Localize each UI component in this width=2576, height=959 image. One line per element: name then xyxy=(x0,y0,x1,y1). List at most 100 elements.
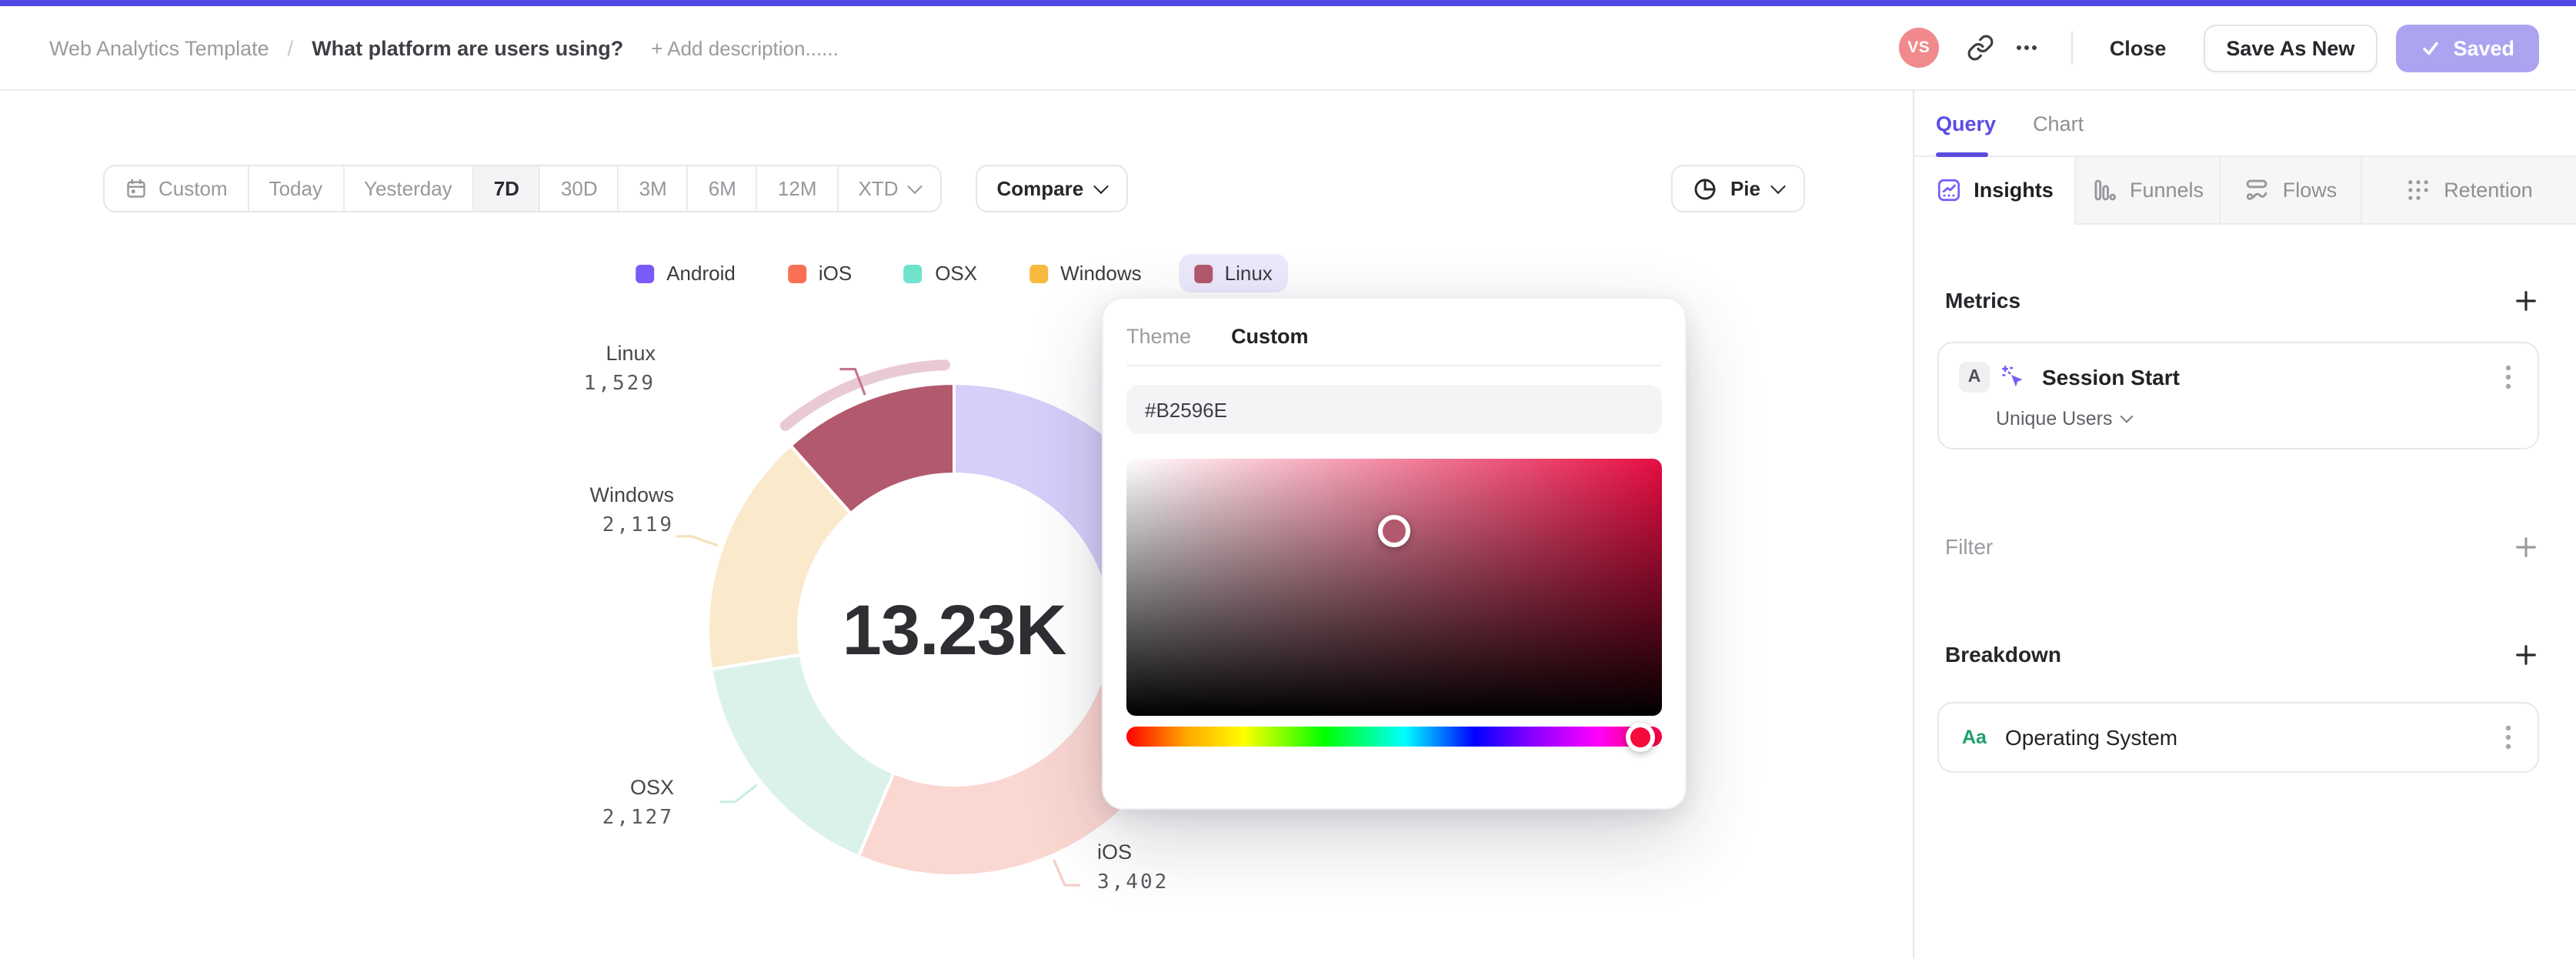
breadcrumb-separator: / xyxy=(287,36,294,59)
link-icon[interactable] xyxy=(1957,25,2004,71)
legend-item-android[interactable]: Android xyxy=(620,254,751,292)
date-range-6m[interactable]: 6M xyxy=(686,166,756,211)
insights-icon xyxy=(1935,177,1961,203)
pie-slice-osx[interactable] xyxy=(709,653,896,859)
header-actions: VS Close Save As New Saved xyxy=(1898,24,2539,72)
chevron-down-icon xyxy=(1770,179,1786,195)
pie-callout-osx: OSX 2,127 xyxy=(602,777,674,827)
saved-button[interactable]: Saved xyxy=(2396,24,2539,72)
pie-callout-ios: iOS 3,402 xyxy=(1097,842,1169,892)
tab-query[interactable]: Query xyxy=(1936,112,1997,135)
tab-insights[interactable]: Insights xyxy=(1914,157,2074,225)
date-range-xtd[interactable]: XTD xyxy=(836,166,940,211)
aggregation-label: Unique Users xyxy=(1996,408,2113,429)
hue-slider[interactable] xyxy=(1126,722,1662,751)
flows-icon xyxy=(2244,177,2271,203)
callout-value: 2,127 xyxy=(602,806,674,829)
callout-name: Windows xyxy=(589,483,674,506)
tab-theme[interactable]: Theme xyxy=(1126,325,1192,348)
legend-swatch xyxy=(904,264,923,282)
tab-retention[interactable]: Retention xyxy=(2361,157,2576,225)
color-picker-popup: Theme Custom xyxy=(1102,297,1687,810)
metric-card[interactable]: A Session Start Uni xyxy=(1937,342,2539,449)
date-range-yesterday[interactable]: Yesterday xyxy=(342,166,472,211)
query-builder: Metrics A Session St xyxy=(1914,225,2576,773)
close-button[interactable]: Close xyxy=(2094,24,2182,72)
chart-legend: Android iOS OSX Windows Linux xyxy=(620,254,1288,292)
funnels-icon xyxy=(2091,177,2117,203)
chart-canvas: Custom Today Yesterday 7D 30D 3M 6M 12M XTD Comp… xyxy=(0,91,1913,959)
callout-leader-osx xyxy=(719,784,758,804)
date-range-today[interactable]: Today xyxy=(247,166,342,211)
legend-swatch xyxy=(1193,264,1213,282)
callout-leader-ios xyxy=(1053,859,1080,887)
callout-value: 1,529 xyxy=(583,372,656,395)
breadcrumb: Web Analytics Template / What platform a… xyxy=(49,36,839,59)
legend-item-ios[interactable]: iOS xyxy=(772,254,867,292)
saturation-handle[interactable] xyxy=(1378,514,1410,547)
breakdown-label: Operating System xyxy=(2005,725,2178,750)
aggregation-dropdown[interactable]: Unique Users xyxy=(1996,408,2522,429)
breadcrumb-root[interactable]: Web Analytics Template xyxy=(49,36,269,59)
chart-type-label: Pie xyxy=(1730,177,1760,200)
date-range-12m[interactable]: 12M xyxy=(756,166,837,211)
breakdown-card[interactable]: Aa Operating System xyxy=(1937,702,2539,773)
callout-value: 3,402 xyxy=(1097,870,1170,894)
chevron-down-icon xyxy=(1093,179,1109,195)
compare-button[interactable]: Compare xyxy=(975,165,1129,212)
tab-chart[interactable]: Chart xyxy=(2033,112,2084,135)
add-filter-button[interactable] xyxy=(2511,533,2539,560)
filter-section-header: Filter xyxy=(1945,533,2539,560)
pie-chart-icon xyxy=(1695,178,1717,199)
page-title[interactable]: What platform are users using? xyxy=(312,36,624,59)
legend-swatch xyxy=(787,264,806,282)
hue-handle[interactable] xyxy=(1626,722,1656,751)
hex-color-input[interactable] xyxy=(1126,385,1662,434)
legend-swatch xyxy=(636,264,655,282)
legend-item-linux[interactable]: Linux xyxy=(1178,254,1288,292)
callout-leader-linux xyxy=(839,367,866,396)
add-description-button[interactable]: + Add description...... xyxy=(651,36,839,59)
analysis-view-tabs: Insights Funnels Flows Retention xyxy=(1914,157,2576,225)
tab-custom[interactable]: Custom xyxy=(1231,325,1309,348)
date-range-7d[interactable]: 7D xyxy=(472,166,539,211)
sparkle-cursor-icon xyxy=(1999,363,2027,391)
avatar[interactable]: VS xyxy=(1898,28,1939,68)
pie-callout-windows: Windows 2,119 xyxy=(589,485,674,535)
top-accent-bar xyxy=(0,0,2576,6)
chart-type-button[interactable]: Pie xyxy=(1671,165,1805,212)
add-breakdown-button[interactable] xyxy=(2511,640,2539,668)
date-range-segmented-control: Custom Today Yesterday 7D 30D 3M 6M 12M XTD xyxy=(103,165,942,212)
callout-name: Linux xyxy=(606,342,656,365)
pie-slice-linux[interactable] xyxy=(788,381,956,516)
save-as-new-button[interactable]: Save As New xyxy=(2203,24,2378,72)
metric-label: Session Start xyxy=(2042,365,2180,389)
date-range-custom[interactable]: Custom xyxy=(105,166,248,211)
date-range-30d[interactable]: 30D xyxy=(539,166,618,211)
legend-item-windows[interactable]: Windows xyxy=(1014,254,1157,292)
compare-label: Compare xyxy=(996,177,1084,200)
plus-icon xyxy=(2515,536,2535,556)
saturation-value-area[interactable] xyxy=(1126,459,1662,716)
chevron-down-icon xyxy=(2119,409,2133,423)
more-icon[interactable] xyxy=(2004,25,2050,71)
plus-icon xyxy=(2515,290,2535,310)
app-header: Web Analytics Template / What platform a… xyxy=(0,6,2576,91)
legend-item-osx[interactable]: OSX xyxy=(889,254,993,292)
property-type-badge: Aa xyxy=(1962,727,1987,748)
donut-center-total: 13.23K xyxy=(842,590,1067,670)
add-metric-button[interactable] xyxy=(2511,286,2539,314)
callout-name: iOS xyxy=(1097,840,1133,864)
retention-icon xyxy=(2405,177,2431,203)
query-sidebar: Query Chart Insights Funnels Flows Retentio… xyxy=(1913,91,2576,959)
tab-flows[interactable]: Flows xyxy=(2219,157,2361,225)
callout-value: 2,119 xyxy=(602,513,674,536)
tab-funnels[interactable]: Funnels xyxy=(2074,157,2219,225)
kebab-icon[interactable] xyxy=(2494,359,2522,396)
callout-leader-windows xyxy=(676,535,719,547)
metrics-heading: Metrics xyxy=(1945,288,2021,312)
check-icon xyxy=(2423,41,2439,55)
series-badge: A xyxy=(1959,362,1990,393)
date-range-3m[interactable]: 3M xyxy=(617,166,687,211)
kebab-icon[interactable] xyxy=(2494,719,2522,756)
